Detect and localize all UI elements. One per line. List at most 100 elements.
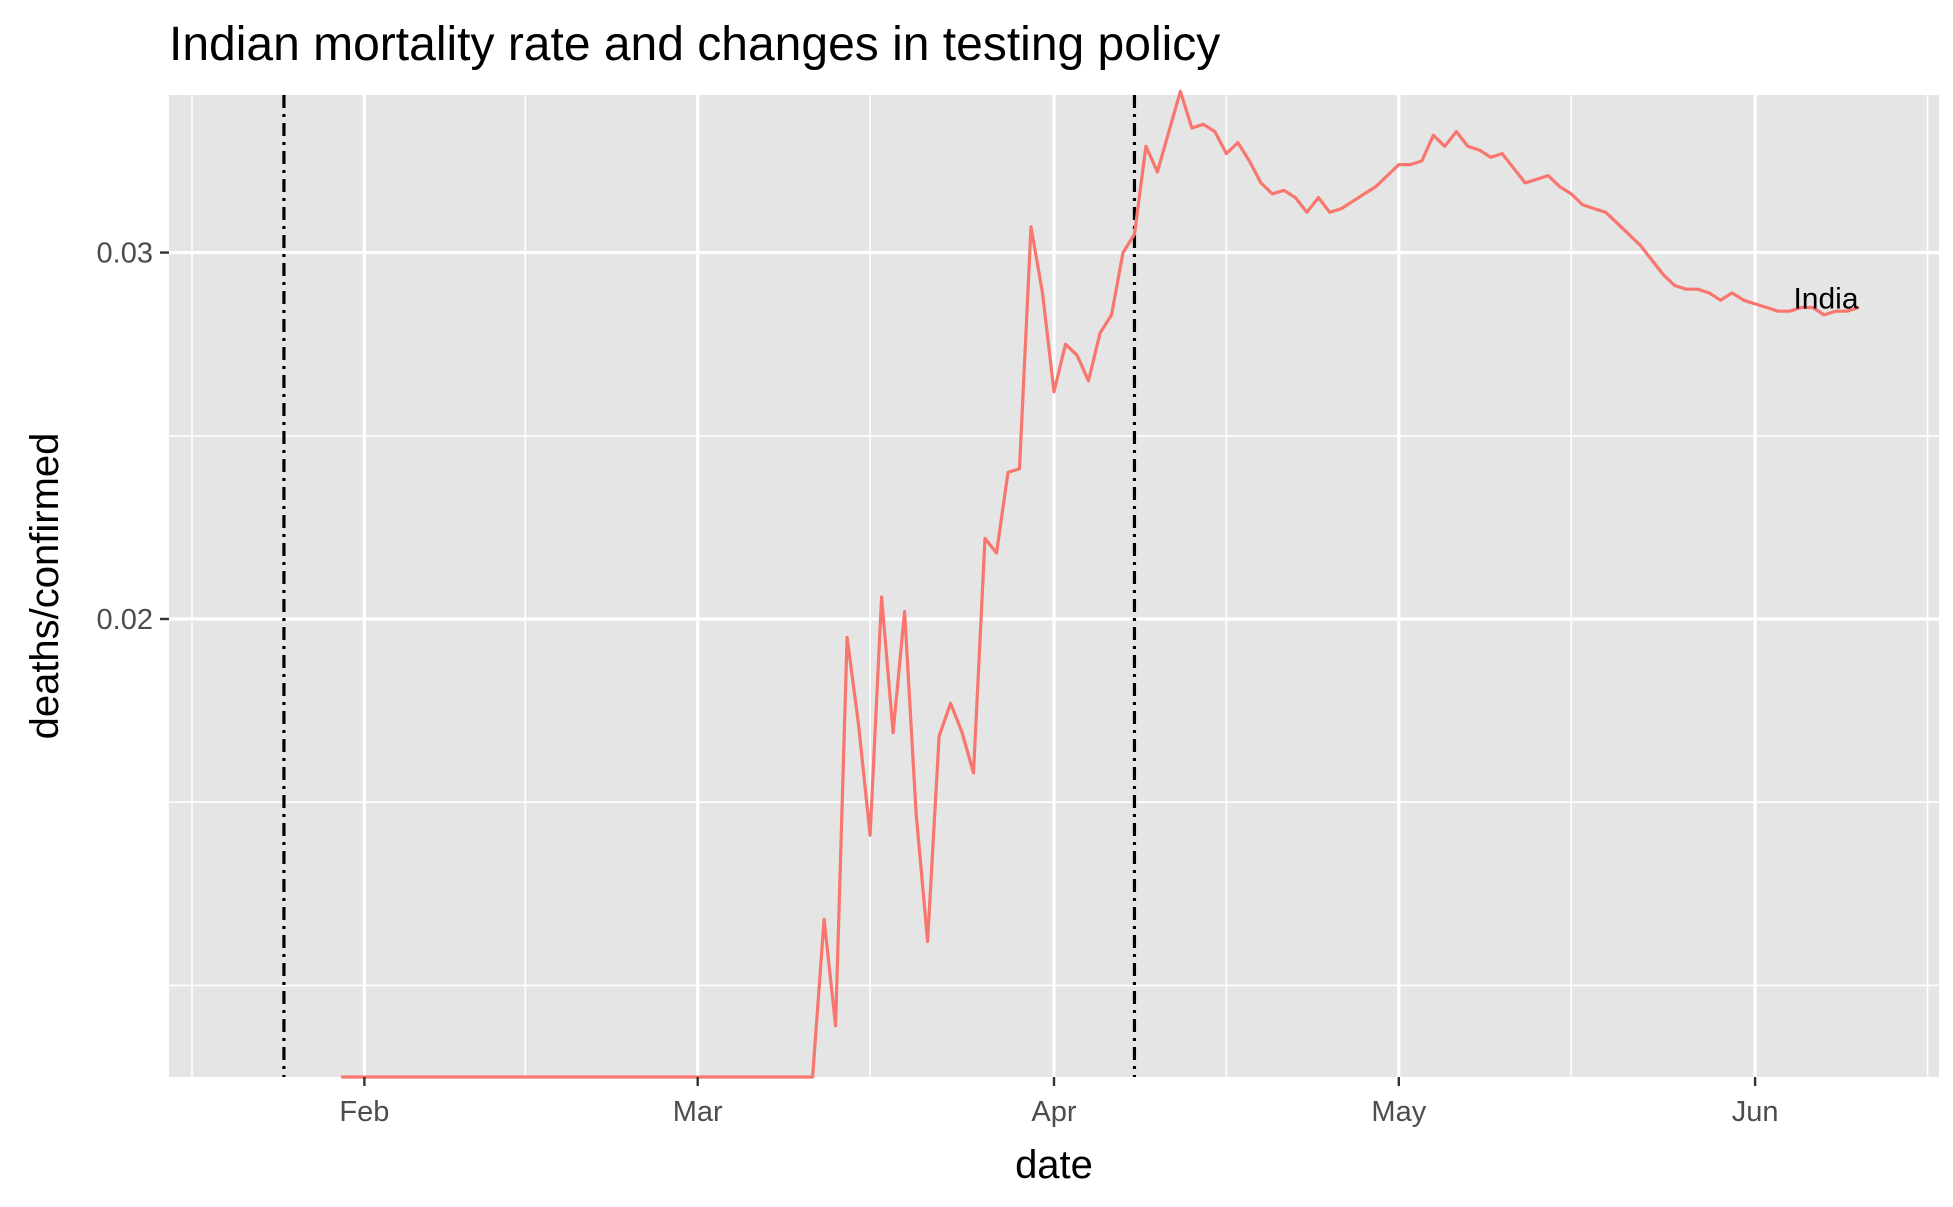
data-point <box>1156 171 1159 173</box>
data-point <box>1627 233 1630 235</box>
data-point <box>1409 163 1412 166</box>
data-point <box>1857 306 1860 309</box>
data-point <box>1214 130 1216 133</box>
data-point <box>1432 134 1435 137</box>
data-point <box>1306 211 1308 214</box>
data-point <box>1122 251 1124 254</box>
data-point <box>1742 299 1745 302</box>
data-point <box>1777 310 1779 313</box>
data-point <box>1512 167 1515 170</box>
data-point <box>1673 284 1676 287</box>
data-point <box>1570 193 1572 195</box>
series-group: India <box>340 89 1860 1079</box>
data-point <box>984 537 986 540</box>
data-point <box>926 940 929 943</box>
data-point <box>1329 211 1331 214</box>
data-point <box>857 724 860 726</box>
y-axis-title: deaths/confirmed <box>23 433 67 740</box>
data-point <box>1363 193 1366 195</box>
data-point <box>1076 354 1078 357</box>
x-tick-label: May <box>1371 1096 1426 1128</box>
data-point <box>915 812 917 814</box>
data-point <box>995 552 998 554</box>
data-point <box>1662 273 1664 276</box>
data-point <box>1030 226 1032 228</box>
data-point <box>1535 178 1538 181</box>
data-point <box>1765 306 1768 309</box>
data-point <box>1490 156 1492 159</box>
data-point <box>823 918 825 921</box>
y-tick-label: 0.02 <box>97 604 153 636</box>
data-point <box>1719 299 1722 302</box>
data-point <box>1696 288 1699 291</box>
data-point <box>1478 149 1481 151</box>
data-point <box>1823 314 1825 316</box>
y-tick-label: 0.03 <box>97 238 153 270</box>
data-point <box>1007 471 1009 474</box>
x-axis-title: date <box>1015 1143 1093 1187</box>
data-point <box>1099 332 1101 335</box>
x-tick-label: Jun <box>1732 1096 1779 1128</box>
data-point <box>1133 233 1136 235</box>
data-point <box>1524 182 1526 184</box>
data-point <box>1041 292 1044 294</box>
data-point <box>949 702 952 705</box>
data-point <box>1731 292 1733 294</box>
data-point <box>1283 189 1285 192</box>
data-point <box>1375 185 1377 188</box>
data-point <box>1191 127 1193 129</box>
data-point <box>1811 306 1814 309</box>
data-point <box>1168 130 1170 133</box>
data-point <box>1225 152 1228 155</box>
data-point <box>1386 174 1389 177</box>
x-tick-label: Apr <box>1031 1096 1076 1128</box>
data-point <box>1110 314 1113 316</box>
x-tick-label: Mar <box>673 1096 723 1128</box>
data-point <box>903 610 906 613</box>
data-point <box>1846 310 1848 313</box>
data-point <box>1834 310 1837 313</box>
data-point <box>892 731 894 734</box>
data-point <box>1558 185 1561 188</box>
data-point <box>1467 145 1469 148</box>
data-point <box>340 1076 343 1078</box>
data-point <box>1754 303 1756 305</box>
y-axis: 0.02 0.03 <box>97 238 169 636</box>
data-point <box>1202 123 1205 126</box>
series-label: India <box>1793 283 1858 316</box>
data-point <box>1340 207 1343 210</box>
data-point <box>1179 90 1182 93</box>
data-point <box>1237 141 1239 144</box>
data-point <box>1064 343 1067 346</box>
data-point <box>1788 310 1791 313</box>
chart-title: Indian mortality rate and changes in tes… <box>169 18 1220 71</box>
x-axis: Feb Mar Apr May Jun <box>339 1077 1778 1128</box>
data-point <box>1248 160 1251 162</box>
data-point <box>880 596 883 598</box>
data-point <box>1685 288 1687 291</box>
data-point <box>938 735 940 737</box>
data-point <box>1593 207 1595 210</box>
data-point <box>1708 292 1710 294</box>
data-point <box>1650 259 1653 261</box>
data-point <box>1501 152 1503 155</box>
data-point <box>961 731 963 734</box>
data-point <box>1271 193 1274 195</box>
data-point <box>1053 391 1055 393</box>
data-point <box>1294 196 1297 199</box>
data-point <box>1800 306 1802 309</box>
data-point <box>1547 174 1549 177</box>
data-point <box>1581 204 1584 206</box>
x-tick-label: Feb <box>339 1096 389 1128</box>
data-point <box>972 772 975 774</box>
data-point <box>1317 196 1320 199</box>
data-point <box>869 834 871 836</box>
data-point <box>1616 222 1618 224</box>
data-point <box>1018 467 1021 470</box>
data-point <box>834 1024 837 1027</box>
data-point <box>1455 130 1458 133</box>
data-point <box>1421 160 1423 162</box>
data-point <box>1087 380 1090 382</box>
policy-change-lines <box>282 95 1137 1077</box>
